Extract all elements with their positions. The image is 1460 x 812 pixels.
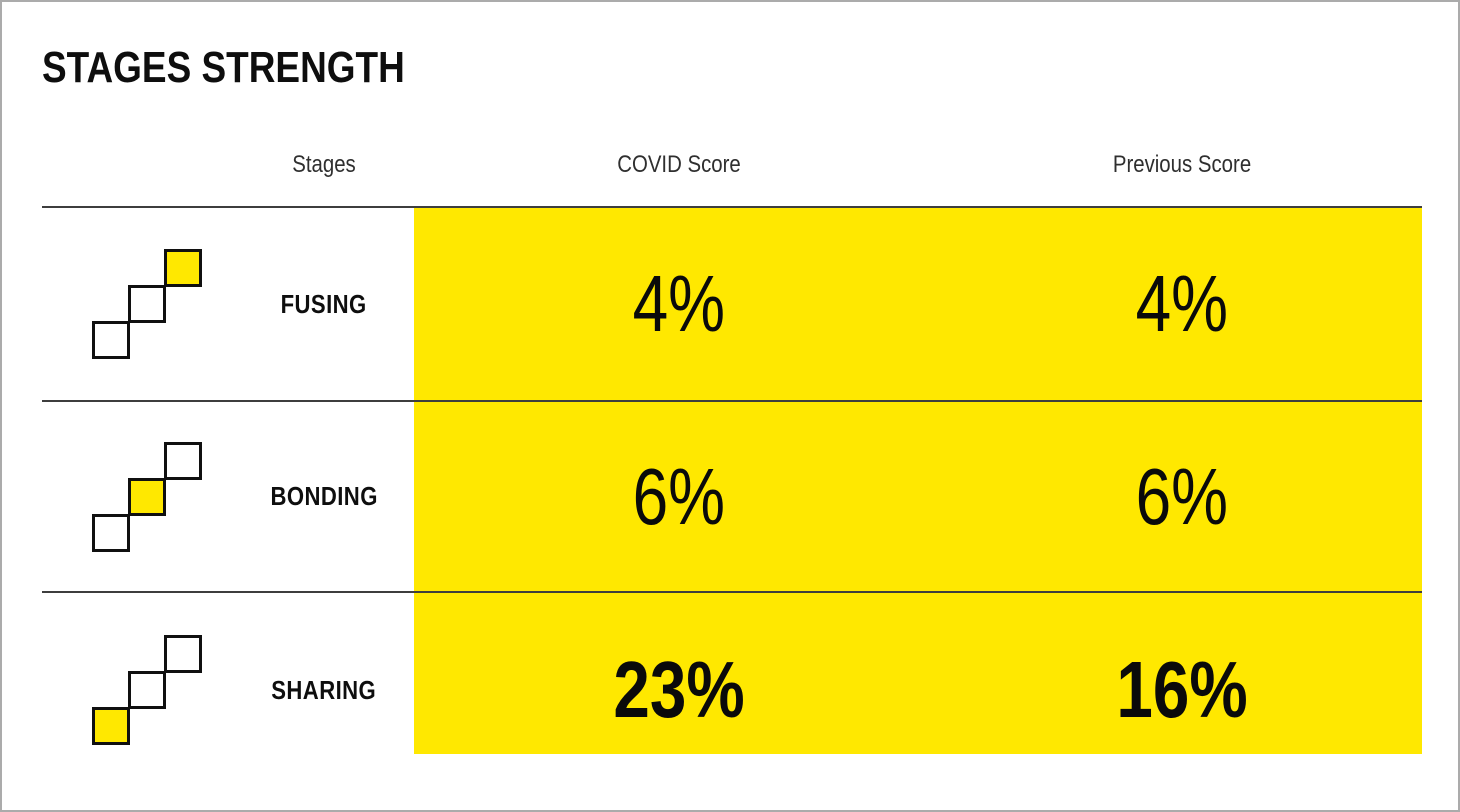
stair-square-bottom (92, 707, 130, 745)
previous-score-cell: 16% (982, 592, 1382, 788)
previous-score-cell: 6% (982, 401, 1382, 592)
table-row: SHARING 23% 16% (2, 592, 1458, 788)
previous-score-value: 4% (1135, 259, 1229, 348)
stage-icon-cell (92, 592, 202, 788)
previous-score-value: 6% (1135, 451, 1229, 541)
stage-name-cell: FUSING (214, 207, 434, 401)
column-header-covid-score: COVID Score (617, 151, 741, 178)
covid-score-value: 6% (632, 451, 726, 541)
stair-square-top (164, 635, 202, 673)
stage-icon-cell (92, 207, 202, 401)
row-separator (42, 400, 1422, 402)
row-separator (42, 591, 1422, 593)
previous-score-value: 16% (1116, 645, 1248, 734)
column-header-stages: Stages (292, 151, 356, 178)
row-separator (42, 206, 1422, 208)
yellow-highlight-block (414, 207, 1422, 754)
stage-name-cell: SHARING (214, 592, 434, 788)
covid-score-value: 23% (613, 645, 745, 734)
page-title: STAGES STRENGTH (42, 43, 405, 92)
staircase-squares-icon (92, 635, 202, 745)
stair-square-bottom (92, 513, 130, 552)
covid-score-value: 4% (632, 259, 726, 348)
stage-label: SHARING (271, 674, 377, 705)
column-header-previous-score: Previous Score (1112, 151, 1252, 178)
stair-square-bottom (92, 321, 130, 359)
stage-label: FUSING (280, 288, 368, 319)
covid-score-cell: 4% (479, 207, 879, 401)
covid-score-cell: 23% (479, 592, 879, 788)
table-row: FUSING 4% 4% (2, 207, 1458, 401)
stage-label: BONDING (270, 481, 378, 511)
staircase-squares-icon (92, 441, 202, 552)
stair-square-top (164, 249, 202, 287)
covid-score-cell: 6% (479, 401, 879, 592)
stage-name-cell: BONDING (214, 401, 434, 592)
stair-square-top (164, 441, 202, 480)
stair-square-middle (128, 477, 166, 516)
stair-square-middle (128, 671, 166, 709)
staircase-squares-icon (92, 249, 202, 359)
stair-square-middle (128, 285, 166, 323)
previous-score-cell: 4% (982, 207, 1382, 401)
table-row: BONDING 6% 6% (2, 401, 1458, 592)
stage-icon-cell (92, 401, 202, 592)
